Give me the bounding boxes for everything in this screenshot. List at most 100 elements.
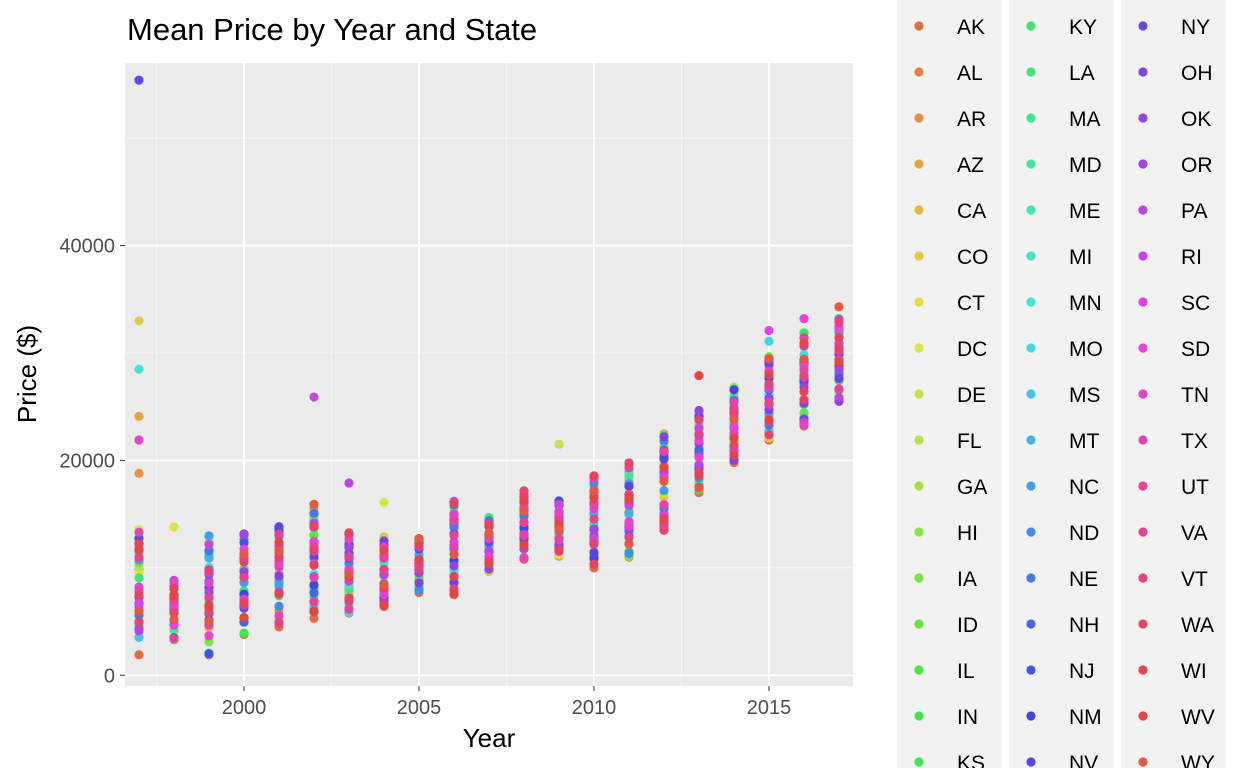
data-point xyxy=(589,524,599,535)
data-point xyxy=(449,571,459,581)
legend-label: CT xyxy=(957,292,985,315)
legend-key xyxy=(1138,573,1148,583)
data-point xyxy=(239,572,249,582)
legend-label: NV xyxy=(1069,752,1098,768)
legend-key xyxy=(914,389,924,399)
legend-label: FL xyxy=(957,430,982,453)
data-point xyxy=(309,580,319,590)
legend-label: OR xyxy=(1181,154,1213,177)
data-point xyxy=(379,580,389,590)
data-point xyxy=(729,397,739,407)
data-point xyxy=(379,565,389,575)
data-point xyxy=(134,632,144,643)
data-point xyxy=(239,598,249,608)
data-point xyxy=(134,606,144,616)
legend-label: AR xyxy=(957,108,986,131)
legend-key xyxy=(1138,159,1148,169)
legend-key xyxy=(1138,389,1148,399)
data-point xyxy=(834,317,844,327)
data-point xyxy=(554,499,564,509)
legend-key xyxy=(1138,619,1148,629)
data-point xyxy=(834,373,844,384)
data-point xyxy=(834,357,844,367)
legend-label: MD xyxy=(1069,154,1102,177)
data-point xyxy=(694,460,704,470)
data-point xyxy=(659,447,669,457)
data-point xyxy=(694,405,704,416)
data-point xyxy=(414,578,424,588)
data-point xyxy=(204,578,214,588)
data-point xyxy=(589,493,599,503)
legend-label: IA xyxy=(957,568,977,591)
x-tick-label: 2000 xyxy=(222,697,267,719)
data-point xyxy=(274,553,284,563)
legend-label: UT xyxy=(1181,476,1209,499)
data-point xyxy=(764,414,774,425)
legend-label: ID xyxy=(957,614,978,637)
legend-label: NC xyxy=(1069,476,1099,499)
x-tick-label: 2005 xyxy=(397,697,442,719)
legend-key xyxy=(1138,205,1148,215)
legend-label: NY xyxy=(1181,16,1210,39)
chart-title: Mean Price by Year and State xyxy=(127,12,537,47)
data-point xyxy=(309,508,319,518)
legend-label: PA xyxy=(1181,200,1207,223)
legend-key xyxy=(914,619,924,629)
data-point xyxy=(309,606,319,617)
data-point xyxy=(379,600,389,610)
data-point xyxy=(274,589,284,599)
data-point xyxy=(309,546,319,556)
data-point xyxy=(624,539,634,549)
y-tick-label: 0 xyxy=(104,665,115,687)
legend-key xyxy=(1138,481,1148,491)
data-point xyxy=(134,411,144,421)
data-point xyxy=(659,462,669,472)
legend-label: KY xyxy=(1069,16,1097,39)
data-point xyxy=(659,476,669,487)
data-point xyxy=(134,316,144,326)
legend-key xyxy=(914,113,924,123)
legend-column-bg xyxy=(1009,0,1114,768)
data-point xyxy=(694,453,704,463)
data-point xyxy=(624,519,634,529)
data-point xyxy=(309,499,319,509)
data-point xyxy=(834,393,844,403)
data-point xyxy=(519,553,529,563)
data-point xyxy=(764,369,774,380)
legend-key xyxy=(1138,435,1148,445)
data-point xyxy=(799,314,809,324)
legend-key xyxy=(914,297,924,307)
data-point xyxy=(449,509,459,519)
legend-label: IN xyxy=(957,706,978,729)
data-point xyxy=(169,522,179,532)
data-point xyxy=(554,534,564,544)
legend-column-bg xyxy=(1121,0,1226,768)
data-point xyxy=(554,545,564,555)
legend-key xyxy=(914,527,924,537)
legend-key xyxy=(1026,343,1036,353)
legend-label: WY xyxy=(1181,752,1215,768)
data-point xyxy=(624,548,634,558)
data-point xyxy=(624,458,634,468)
data-point xyxy=(799,420,809,430)
data-point xyxy=(309,392,319,402)
legend-column-bg xyxy=(897,0,1002,768)
data-point xyxy=(834,342,844,353)
legend-key xyxy=(1026,435,1036,445)
axes: 2000 2005 2010 2015 0 20000 40000 xyxy=(59,236,791,719)
legend-key xyxy=(914,711,924,721)
legend-key xyxy=(1026,665,1036,675)
legend-label: MN xyxy=(1069,292,1102,315)
legend-label: SC xyxy=(1181,292,1210,315)
data-point xyxy=(169,615,179,625)
data-point xyxy=(134,617,144,627)
legend-key xyxy=(914,573,924,583)
y-tick-label: 40000 xyxy=(59,236,115,258)
data-point xyxy=(834,323,844,333)
data-point xyxy=(449,542,459,552)
data-point xyxy=(694,470,704,480)
legend-label: NM xyxy=(1069,706,1102,729)
data-point xyxy=(344,534,354,544)
data-point xyxy=(624,532,634,542)
y-tick-label: 20000 xyxy=(59,450,115,472)
